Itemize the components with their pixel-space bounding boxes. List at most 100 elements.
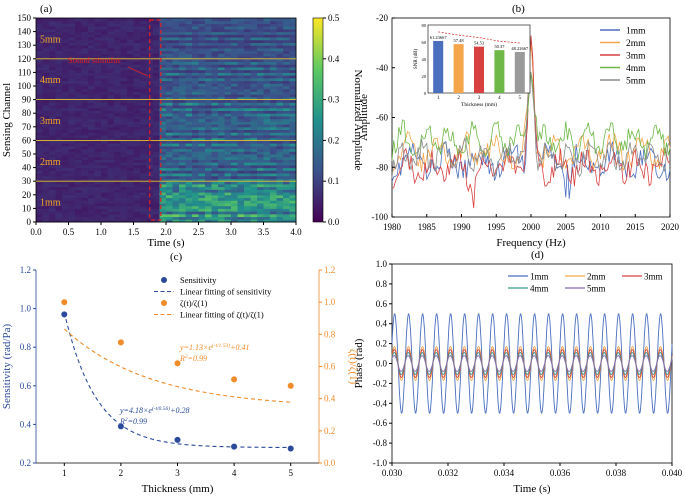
heatmap-cell (127, 96, 134, 101)
heatmap-cell (179, 200, 186, 204)
heatmap-cell (49, 75, 56, 79)
heatmap-cell (81, 143, 89, 147)
heatmap-cell (120, 148, 128, 152)
heatmap-cell (55, 34, 63, 38)
heatmap-cell (127, 121, 134, 125)
heatmap-cell (270, 23, 277, 27)
heatmap-cell (192, 113, 199, 117)
heatmap-cell (172, 167, 180, 171)
heatmap-cell (179, 37, 186, 41)
heatmap-cell (146, 42, 154, 46)
heatmap-cell (55, 102, 63, 106)
heatmap-cell (101, 110, 108, 114)
inset-y-label: SNR (dB) (414, 49, 419, 69)
heatmap-cell (192, 124, 199, 128)
heatmap-cell (276, 178, 284, 182)
heatmap-cell (159, 56, 167, 60)
heatmap-cell (185, 154, 193, 158)
heatmap-cell (211, 99, 219, 103)
heatmap-cell (36, 61, 43, 65)
heatmap-cell (81, 66, 89, 71)
heatmap-cell (94, 94, 102, 98)
heatmap-cell (101, 134, 108, 139)
x-tick-label: 2.5 (193, 227, 205, 237)
heatmap-cell (244, 94, 251, 98)
heatmap-cell (263, 151, 271, 155)
equation-suffix: +0.28 (170, 406, 189, 415)
heatmap-cell (283, 34, 290, 38)
heatmap-cell (237, 72, 245, 76)
heatmap-cell (289, 18, 297, 22)
heatmap-cell (263, 194, 271, 199)
heatmap-cell (276, 91, 284, 95)
heatmap-cell (75, 26, 82, 30)
heatmap-cell (94, 192, 102, 196)
heatmap-cell (127, 75, 134, 79)
heatmap-cell (283, 143, 290, 147)
x-tick-label: 2000 (522, 222, 541, 232)
heatmap-cell (49, 178, 56, 182)
heatmap-cell (289, 42, 297, 46)
heatmap-cell (283, 134, 290, 139)
heatmap-cell (55, 88, 63, 92)
heatmap-cell (211, 132, 219, 136)
heatmap-cell (114, 159, 121, 163)
heatmap-cell (237, 211, 245, 215)
heatmap-cell (283, 26, 290, 30)
heatmap-cell (153, 173, 160, 177)
heatmap-cell (283, 178, 290, 182)
heatmap-cell (211, 118, 219, 122)
heatmap-cell (211, 189, 219, 193)
heatmap-cell (276, 192, 284, 196)
heatmap-cell (244, 96, 251, 101)
heatmap-cell (55, 205, 63, 209)
heatmap-cell (270, 151, 277, 155)
heatmap-cell (153, 115, 160, 120)
heatmap-cell (244, 115, 251, 120)
heatmap-cell (283, 145, 290, 150)
equation-suffix: +0.41 (230, 343, 249, 352)
heatmap-cell (120, 175, 128, 179)
heatmap-cell (62, 45, 69, 49)
heatmap-cell (62, 96, 69, 101)
heatmap-cell (127, 94, 134, 98)
heatmap-cell (75, 91, 82, 95)
heatmap-cell (133, 66, 141, 71)
heatmap-cell (205, 175, 212, 179)
heatmap-cell (250, 213, 258, 218)
heatmap-cell (211, 45, 219, 49)
heatmap-cell (94, 118, 102, 122)
heatmap-cell (107, 99, 115, 103)
y-tick-label: -1.0 (373, 458, 388, 468)
heatmap-cell (237, 50, 245, 54)
heatmap-cell (205, 31, 212, 35)
heatmap-cell (185, 183, 193, 188)
heatmap-cell (159, 140, 167, 144)
heatmap-cell (257, 151, 264, 155)
heatmap-cell (231, 23, 238, 27)
heatmap-cell (270, 72, 277, 76)
heatmap-cell (101, 205, 108, 209)
heatmap-cell (172, 42, 180, 46)
heatmap-cell (218, 186, 225, 190)
heatmap-cell (244, 170, 251, 174)
heatmap-cell (224, 96, 232, 101)
y-tick-label: 0.2 (376, 339, 387, 349)
heatmap-cell (120, 37, 128, 41)
heatmap-cell (75, 159, 82, 163)
heatmap-cell (114, 37, 121, 41)
heatmap-cell (224, 189, 232, 193)
heatmap-cell (133, 107, 141, 111)
heatmap-cell (179, 96, 186, 101)
heatmap-cell (42, 23, 50, 27)
heatmap-cell (263, 156, 271, 160)
heatmap-cell (205, 219, 212, 223)
heatmap-cell (133, 58, 141, 63)
heatmap-cell (205, 186, 212, 190)
heatmap-cell (101, 61, 108, 65)
heatmap-cell (140, 189, 147, 193)
heatmap-cell (88, 105, 95, 109)
heatmap-cell (127, 86, 134, 90)
heatmap-cell (127, 102, 134, 106)
heatmap-cell (237, 186, 245, 190)
